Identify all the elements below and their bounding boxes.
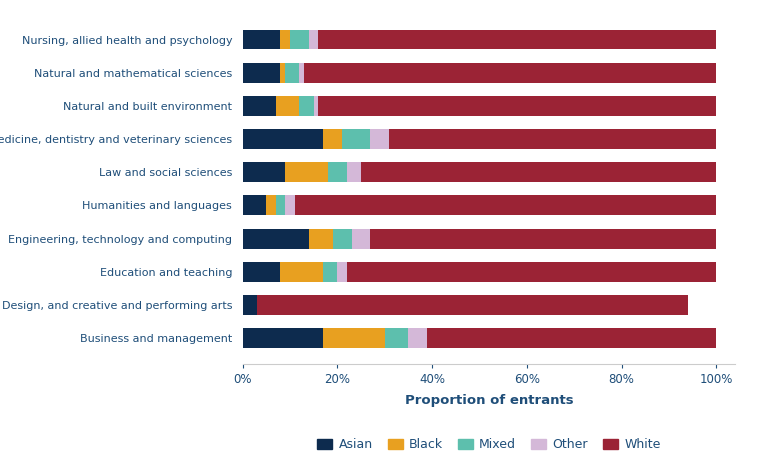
Bar	[361, 162, 716, 182]
Bar	[295, 196, 716, 215]
Bar	[266, 196, 276, 215]
Bar	[314, 96, 318, 116]
Bar	[333, 228, 352, 248]
Bar	[309, 30, 318, 50]
Bar	[243, 228, 309, 248]
Bar	[390, 129, 716, 149]
Bar	[280, 63, 285, 83]
Bar	[257, 295, 688, 315]
Bar	[276, 196, 285, 215]
Bar	[309, 228, 333, 248]
Bar	[276, 96, 299, 116]
Bar	[318, 96, 716, 116]
Bar	[243, 262, 280, 282]
Bar	[290, 30, 309, 50]
Bar	[352, 228, 371, 248]
Bar	[285, 162, 327, 182]
Bar	[327, 162, 346, 182]
Bar	[384, 328, 409, 348]
Bar	[285, 63, 299, 83]
Bar	[243, 328, 323, 348]
Bar	[337, 262, 347, 282]
Bar	[243, 96, 276, 116]
Bar	[280, 262, 323, 282]
Bar	[371, 129, 390, 149]
Bar	[243, 30, 280, 50]
X-axis label: Proportion of entrants: Proportion of entrants	[405, 394, 573, 407]
Bar	[318, 30, 716, 50]
Bar	[243, 129, 323, 149]
Bar	[280, 30, 290, 50]
Bar	[243, 63, 280, 83]
Bar	[243, 196, 266, 215]
Bar	[243, 295, 257, 315]
Bar	[285, 196, 295, 215]
Bar	[371, 228, 716, 248]
Bar	[243, 162, 285, 182]
Bar	[346, 262, 716, 282]
Bar	[409, 328, 428, 348]
Bar	[428, 328, 716, 348]
Bar	[346, 162, 361, 182]
Bar	[299, 63, 304, 83]
Bar	[323, 262, 337, 282]
Bar	[323, 129, 342, 149]
Bar	[323, 328, 384, 348]
Bar	[299, 96, 314, 116]
Bar	[342, 129, 371, 149]
Legend: Asian, Black, Mixed, Other, White: Asian, Black, Mixed, Other, White	[312, 433, 666, 455]
Bar	[304, 63, 716, 83]
